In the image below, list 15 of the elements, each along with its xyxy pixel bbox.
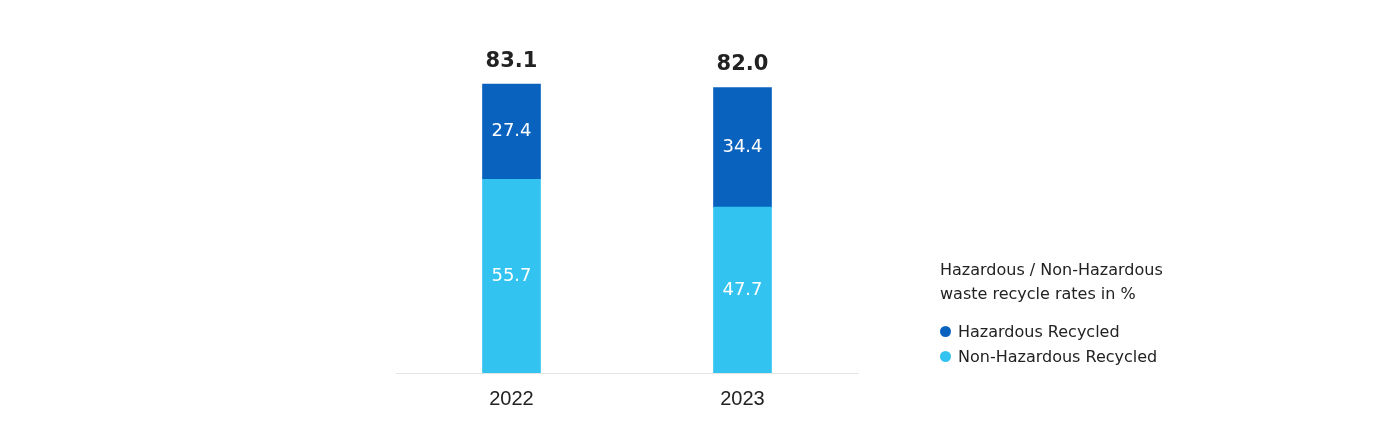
legend-label: Hazardous Recycled [958,322,1120,341]
data-label: 55.7 [491,263,532,285]
data-label: 34.4 [722,134,763,156]
bar [713,87,772,208]
total-label: 82.0 [716,51,769,76]
bar [482,83,541,180]
x-tick-label: 2023 [720,386,765,409]
bar [713,206,772,373]
legend-title: Hazardous / Non-Hazardous waste recycle rates in % [940,259,1163,305]
legend-label: Non-Hazardous Recycled [958,347,1158,366]
bar [482,178,541,373]
x-tick-label: 2022 [489,386,534,409]
total-label: 83.1 [485,47,538,72]
data-label: 27.4 [491,119,532,141]
data-label: 47.7 [722,277,763,299]
